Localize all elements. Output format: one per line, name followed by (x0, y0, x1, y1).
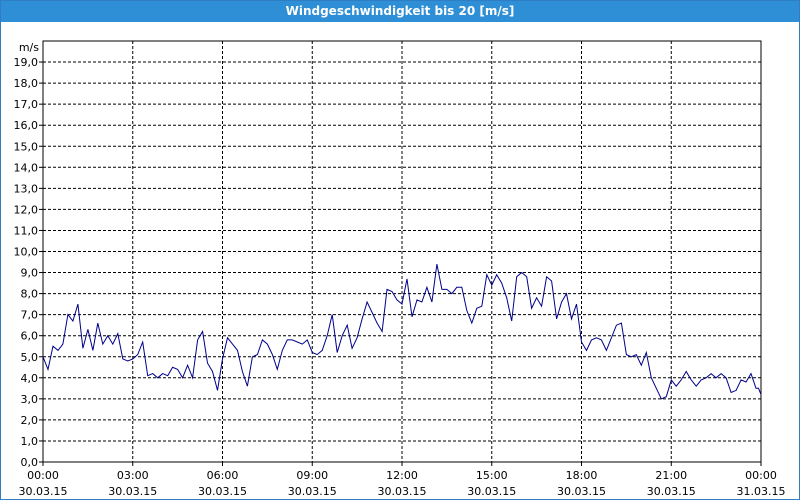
y-tick-label: 3,0 (21, 393, 39, 406)
y-tick-label: 16,0 (14, 119, 39, 132)
x-tick-time: 15:00 (476, 469, 508, 482)
y-tick-label: 6,0 (21, 330, 39, 343)
y-tick-label: 1,0 (21, 435, 39, 448)
x-tick-time: 00:00 (745, 469, 777, 482)
x-tick-date: 30.03.15 (19, 485, 68, 498)
x-tick-time: 12:00 (386, 469, 418, 482)
x-tick-date: 31.03.15 (737, 485, 786, 498)
y-tick-label: 5,0 (21, 351, 39, 364)
y-tick-label: 19,0 (14, 56, 39, 69)
y-tick-label: 2,0 (21, 414, 39, 427)
x-tick-time: 21:00 (655, 469, 687, 482)
x-tick-date: 30.03.15 (198, 485, 247, 498)
y-axis-label: m/s (19, 41, 39, 54)
wind-speed-chart: 0,0 1,0 2,0 3,0 4,0 5,0 6,0 7,0 8,0 9,0 10,0 11,0 12… (14, 40, 786, 498)
y-tick-label: 18,0 (14, 77, 39, 90)
y-tick-label: 8,0 (21, 288, 39, 301)
chart-title: Windgeschwindigkeit bis 20 [m/s] (1, 1, 799, 22)
x-tick-date: 30.03.15 (467, 485, 516, 498)
y-tick-label: 12,0 (14, 203, 39, 216)
x-tick-time: 00:00 (27, 469, 59, 482)
y-tick-label: 9,0 (21, 267, 39, 280)
plot-area (42, 40, 762, 463)
x-tick-date: 30.03.15 (288, 485, 337, 498)
x-tick-date: 30.03.15 (108, 485, 157, 498)
y-tick-label: 4,0 (21, 372, 39, 385)
y-tick-label: 14,0 (14, 161, 39, 174)
y-tick-label: 17,0 (14, 98, 39, 111)
x-tick-date: 30.03.15 (647, 485, 696, 498)
y-tick-label: 11,0 (14, 224, 39, 237)
x-tick-date: 30.03.15 (378, 485, 427, 498)
wind-speed-line (42, 264, 762, 400)
x-tick-time: 06:00 (207, 469, 239, 482)
x-tick-date: 30.03.15 (557, 485, 606, 498)
x-tick-time: 18:00 (566, 469, 598, 482)
y-tick-label: 7,0 (21, 309, 39, 322)
y-tick-label: 15,0 (14, 140, 39, 153)
x-tick-time: 09:00 (296, 469, 328, 482)
y-tick-label: 0,0 (21, 456, 39, 469)
y-tick-label: 10,0 (14, 246, 39, 259)
x-tick-time: 03:00 (117, 469, 149, 482)
y-tick-label: 13,0 (14, 182, 39, 195)
